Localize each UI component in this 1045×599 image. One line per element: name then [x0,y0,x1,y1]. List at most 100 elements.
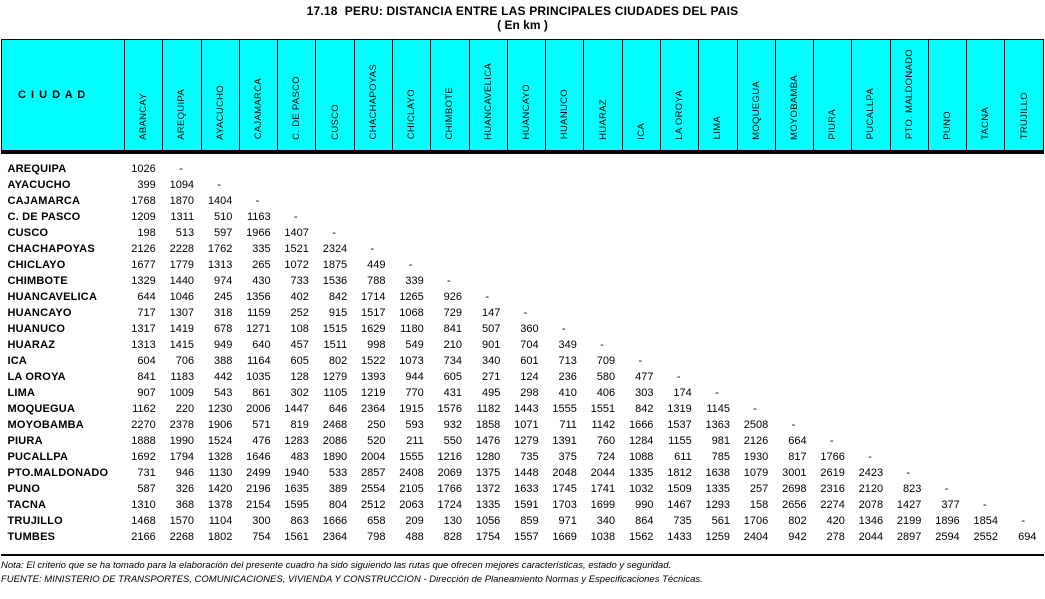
distance-cell [699,152,737,177]
distance-cell: 1741 [590,482,616,495]
distance-cell: - [791,418,796,431]
row-label: HUANCAYO [7,306,72,319]
distance-cell [1005,225,1044,241]
distance-cell: 1094 [169,178,195,191]
distance-cell: 1162 [132,402,156,415]
distance-cell: 124 [520,370,539,383]
distance-cell [928,152,966,177]
column-header: LA OROYA [659,39,700,154]
distance-cell [928,209,966,225]
distance-cell: 788 [367,274,386,287]
distance-cell [546,152,584,177]
distance-cell [469,225,507,241]
distance-cell: 724 [596,450,616,463]
row-label: CAJAMARCA [7,194,81,207]
distance-cell [928,353,966,369]
distance-cell [967,241,1005,257]
distance-cell: 1570 [169,514,195,527]
table-row: PTO.MALDONADO 731 946 1130 2499 1940 533 2857 24… [2,465,1044,481]
distance-cell: 2228 [169,242,195,255]
column-header-label: LIMA [712,116,724,140]
distance-cell: 717 [137,306,156,319]
distance-cell: 1280 [475,450,501,463]
distance-cell: 734 [443,354,463,367]
distance-cell [967,209,1005,225]
distance-cell: 377 [941,498,960,511]
distance-cell: 561 [711,514,730,527]
distance-cell [890,337,928,353]
distance-cell: 1476 [475,434,501,447]
distance-cell [239,152,277,177]
distance-cell [775,385,813,401]
distance-cell [431,209,469,225]
distance-cell: 1415 [169,338,195,351]
distance-cell: 1906 [207,418,233,431]
distance-cell [928,417,966,433]
distance-cell: 601 [520,354,539,367]
distance-cell [775,401,813,417]
distance-cell: 731 [137,466,156,479]
distance-cell: 1443 [514,402,539,415]
distance-cell: 1561 [284,530,309,543]
distance-cell: 488 [405,530,424,543]
distance-cell [814,225,852,241]
distance-cell: 990 [635,498,654,511]
distance-cell: 1071 [514,418,539,431]
distance-cell [660,257,698,273]
distance-cell: 1794 [169,450,195,463]
distance-cell [469,209,507,225]
column-header: PUNO [927,39,968,154]
column-header-label: AREQUIPA [176,88,188,140]
distance-cell: 410 [558,386,577,399]
distance-cell: 1307 [169,306,195,319]
distance-cell [546,257,584,273]
distance-cell: 318 [213,306,233,319]
row-label: CUSCO [7,226,49,239]
distance-cell: 2044 [590,466,616,479]
distance-cell: 1677 [131,258,156,271]
distance-cell [737,289,775,305]
distance-cell: 709 [596,354,616,367]
distance-cell [775,353,813,369]
distance-cell: 303 [635,386,654,399]
distance-cell [814,417,852,433]
distance-cell [660,152,698,177]
table-row: MOYOBAMBA 2270 2378 1906 571 819 2468 250 593 932… [2,417,1044,433]
distance-cell: 1802 [207,530,233,543]
distance-cell: 549 [405,338,424,351]
distance-cell [890,209,928,225]
distance-cell: 861 [252,386,271,399]
distance-cell: 1724 [437,498,463,511]
distance-cell [584,177,622,193]
distance-cell [1005,273,1044,289]
row-label: CHICLAYO [7,258,66,271]
distance-cell [814,193,852,209]
distance-cell: 2004 [360,450,386,463]
row-label: CHIMBOTE [7,274,68,287]
distance-cell [890,449,928,465]
distance-cell [1005,177,1044,193]
distance-cell [622,321,660,337]
distance-cell: 1633 [514,482,539,495]
table-row: ICA 604 706 388 1164 605 802 1522 1073 734 340 601 7… [2,353,1044,369]
distance-cell [775,289,813,305]
distance-cell: 1046 [169,290,195,303]
column-header-label: TACNA [980,106,992,140]
distance-cell: 1104 [208,514,233,527]
table-row: CHIMBOTE 1329 1440 974 430 733 1536 788 339 - [2,273,1044,289]
row-label: PUCALLPA [7,450,69,463]
distance-cell: - [982,498,987,511]
distance-cell: 1230 [207,402,233,415]
distance-cell [507,152,545,177]
distance-cell [584,241,622,257]
distance-cell: - [638,354,643,367]
distance-cell [890,353,928,369]
distance-cell: 2554 [360,482,386,495]
distance-cell: 442 [213,370,233,383]
distance-cell: 1557 [514,530,539,543]
distance-cell [507,209,545,225]
distance-cell: 1762 [207,242,233,255]
distance-cell [928,177,966,193]
distance-cell: 1329 [131,274,156,287]
distance-cell [737,225,775,241]
